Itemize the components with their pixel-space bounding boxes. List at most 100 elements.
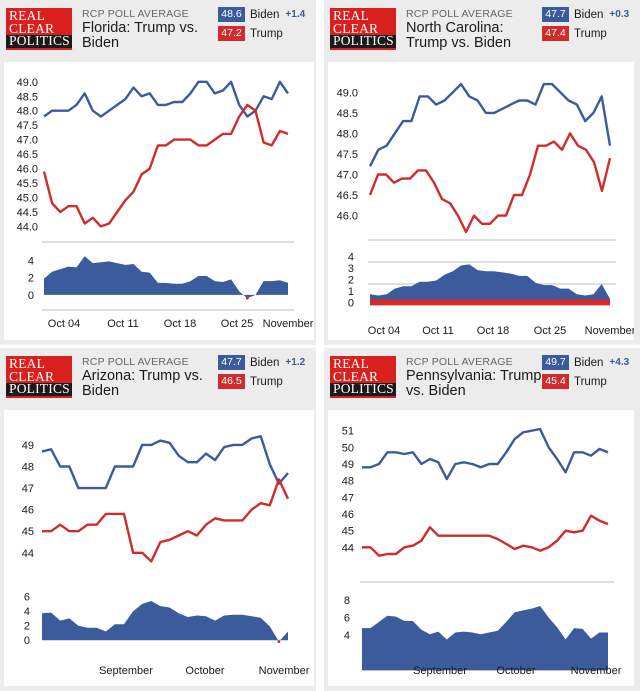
y-tick-label: 48.0	[337, 128, 358, 140]
legend-row-biden: 47.7 Biden +0.3	[542, 6, 634, 23]
legend-row-biden: 47.7 Biden +1.2	[218, 354, 310, 371]
spread-area	[362, 606, 608, 671]
y-tick-label: 46.0	[337, 211, 358, 223]
plot-area: 44.0 44.5 45.0 45.5 46.0 46.5 47.0 47.5 48.0 48.5…	[4, 62, 314, 340]
trump-series-line	[362, 514, 609, 557]
legend-value-badge: 47.7	[542, 7, 569, 22]
y-tick-label: 48	[22, 462, 34, 474]
panel-header: REAL CLEAR POLITICS RCP POLL AVERAGE Pennsyl…	[324, 348, 640, 410]
trump-series-line	[42, 478, 290, 563]
panel-header: REAL CLEAR POLITICS RCP POLL AVERAGE North C…	[324, 0, 640, 62]
biden-series-line	[362, 427, 609, 481]
x-tick-label: November	[259, 665, 310, 677]
spread-y-tick-label: 0	[348, 297, 354, 309]
legend-spread: +4.3	[609, 357, 630, 368]
x-tick-label: September	[413, 665, 467, 677]
logo-word: REAL	[333, 356, 370, 371]
y-tick-label: 47.0	[337, 169, 358, 181]
x-tick-label: September	[99, 665, 153, 677]
logo-word: CLEAR	[9, 368, 55, 384]
legend-candidate-name: Trump	[574, 375, 607, 388]
logo-word: CLEAR	[333, 368, 379, 384]
panel-pennsylvania: REAL CLEAR POLITICS RCP POLL AVERAGE Pennsyl…	[324, 348, 640, 691]
x-tick-label: Oct 11	[107, 318, 139, 330]
x-tick-label: November	[585, 325, 634, 337]
spread-area	[42, 601, 288, 642]
logo-word: CLEAR	[333, 20, 379, 36]
rcp-logo: REAL CLEAR POLITICS	[6, 356, 72, 398]
rcp-logo: REAL CLEAR POLITICS	[6, 8, 72, 50]
legend-row-trump: 45.4 Trump	[542, 373, 634, 390]
spread-y-tick-label: 6	[344, 612, 350, 624]
legend: 49.7 Biden +4.3 45.4 Trump	[542, 354, 634, 392]
x-tick-label: November	[571, 665, 622, 677]
trump-series-line	[42, 103, 289, 228]
logo-word: REAL	[333, 8, 370, 23]
plot-area: 44 45 46 47 48 49 0 2 4 6 September October November	[4, 410, 314, 686]
x-tick-label: Oct 18	[164, 318, 196, 330]
x-tick-label: Oct 25	[534, 325, 566, 337]
spread-area	[370, 264, 610, 303]
x-tick-label: Oct 18	[477, 325, 509, 337]
legend-spread: +1.4	[285, 9, 306, 20]
poll-average-label: RCP POLL AVERAGE	[82, 8, 189, 20]
spread-y-tick-label: 0	[28, 290, 34, 302]
x-tick-label: Oct 11	[422, 325, 454, 337]
y-tick-label: 51	[342, 426, 354, 438]
x-tick-label: October	[185, 665, 224, 677]
spread-y-tick-label: 2	[24, 621, 30, 633]
biden-series-line	[43, 80, 289, 118]
panel-header: REAL CLEAR POLITICS RCP POLL AVERAGE Arizona…	[0, 348, 316, 410]
y-tick-label: 46.0	[17, 164, 38, 176]
rcp-logo: REAL CLEAR POLITICS	[330, 8, 396, 50]
y-tick-label: 49.0	[337, 87, 358, 99]
legend-candidate-name: Trump	[250, 27, 283, 40]
y-tick-label: 47.5	[337, 149, 358, 161]
spread-negative-point	[245, 296, 249, 300]
y-tick-label: 44	[342, 542, 354, 554]
legend-value-badge: 47.2	[218, 26, 245, 41]
legend-candidate-name: Trump	[250, 375, 283, 388]
legend-row-trump: 46.5 Trump	[218, 373, 310, 390]
legend-value-badge: 48.6	[218, 7, 245, 22]
spread-y-tick-label: 6	[24, 592, 30, 604]
y-tick-label: 44.5	[17, 207, 38, 219]
legend-candidate-name: Biden	[250, 356, 280, 369]
spread-area	[44, 256, 288, 299]
legend-value-badge: 45.4	[542, 374, 569, 389]
spread-y-tick-label: 0	[24, 635, 30, 647]
spread-baseline-bar	[370, 299, 610, 306]
legend: 47.7 Biden +0.3 47.4 Trump	[542, 6, 634, 44]
y-tick-label: 46	[342, 509, 354, 521]
chart-title: Pennsylvania: Trump vs. Biden	[406, 368, 542, 399]
y-tick-label: 47	[22, 483, 34, 495]
spread-y-tick-label: 4	[348, 251, 354, 263]
y-tick-label: 48.5	[337, 108, 358, 120]
chart-title: Florida: Trump vs. Biden	[82, 20, 199, 51]
y-tick-label: 46.5	[337, 190, 358, 202]
legend-row-trump: 47.2 Trump	[218, 25, 310, 42]
panel-florida: REAL CLEAR POLITICS RCP POLL AVERAGE Florida…	[0, 0, 316, 345]
legend-value-badge: 49.7	[542, 355, 569, 370]
spread-y-tick-label: 4	[28, 256, 34, 268]
y-tick-label: 44	[22, 548, 34, 560]
poll-average-label: RCP POLL AVERAGE	[406, 8, 513, 20]
logo-word: CLEAR	[9, 20, 55, 36]
logo-word: POLITICS	[6, 34, 72, 48]
legend-candidate-name: Biden	[250, 8, 280, 21]
legend-row-biden: 48.6 Biden +1.4	[218, 6, 310, 23]
y-tick-label: 46	[22, 505, 34, 517]
spread-y-tick-label: 2	[348, 274, 354, 286]
biden-series-line	[41, 435, 289, 490]
x-tick-label: Oct 04	[368, 325, 400, 337]
y-tick-label: 45.5	[17, 178, 38, 190]
y-tick-label: 50	[342, 442, 354, 454]
chart-svg: 44.0 44.5 45.0 45.5 46.0 46.5 47.0 47.5 48.0 48.5…	[17, 77, 314, 330]
poll-average-label: RCP POLL AVERAGE	[406, 356, 513, 368]
legend-candidate-name: Biden	[574, 356, 604, 369]
y-tick-label: 49	[342, 459, 354, 471]
y-tick-label: 44.0	[17, 221, 38, 233]
y-tick-label: 45.0	[17, 193, 38, 205]
trump-series-line	[368, 132, 612, 234]
